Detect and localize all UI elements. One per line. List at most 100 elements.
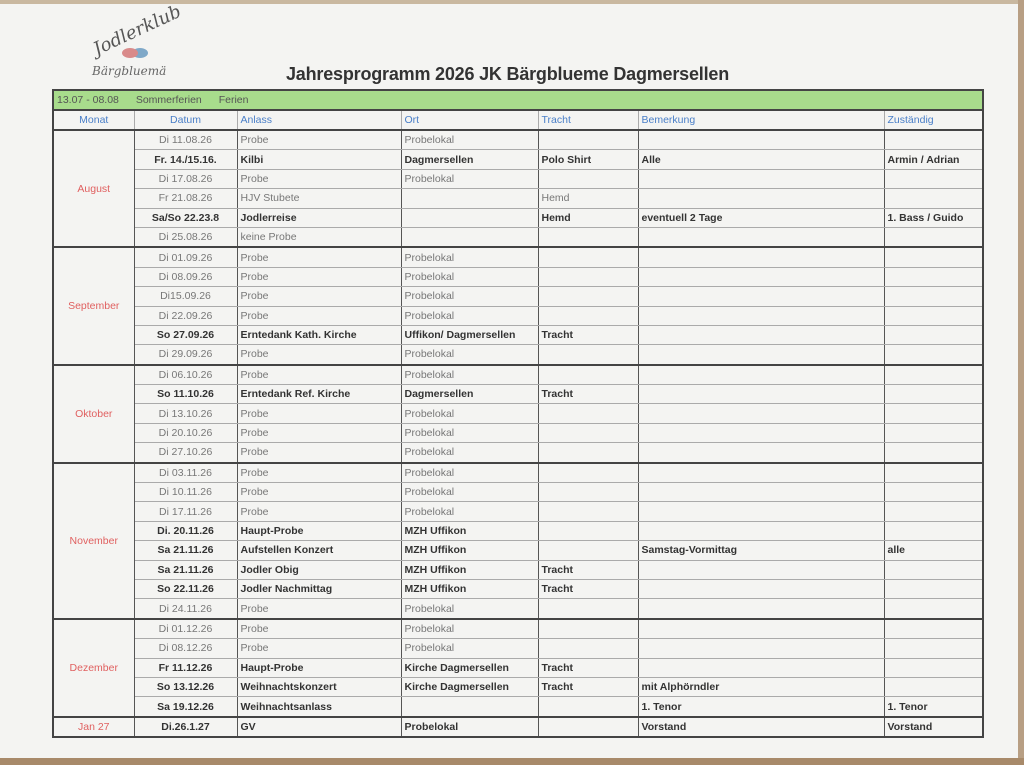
ort-cell: Probelokal [400, 305, 539, 326]
zustaendig-cell [883, 676, 984, 698]
anlass-cell: Haupt-Probe [236, 657, 402, 678]
table-row: Sa 21.11.26 Aufstellen Konzert MZH Uffikon… [53, 540, 984, 561]
zustaendig-cell: 1. Bass / Guido [883, 207, 984, 228]
table-row: Di 29.09.26 Probe Probelokal [53, 344, 984, 366]
tracht-cell [537, 344, 639, 366]
header-bemerkung: Bemerkung [637, 109, 885, 131]
holiday-name: Sommerferien [135, 94, 202, 106]
tracht-cell [537, 442, 639, 464]
tracht-cell: Hemd [537, 188, 639, 209]
tracht-cell: Tracht [537, 657, 639, 678]
ort-cell: MZH Uffikon [400, 520, 539, 542]
bemerkung-cell [637, 363, 885, 386]
datum-cell: Di15.09.26 [133, 286, 238, 307]
datum-cell: Di 17.11.26 [133, 501, 238, 522]
tracht-cell: Tracht [537, 384, 639, 405]
tracht-cell [537, 696, 639, 718]
bemerkung-cell [637, 266, 885, 288]
ort-cell: Probelokal [400, 129, 539, 151]
tracht-cell [537, 305, 639, 326]
holiday-cell: 13.07 - 08.08 Sommerferien Ferien [51, 89, 985, 111]
table-row: So 11.10.26 Erntedank Ref. Kirche Dagmerse… [53, 384, 984, 405]
tracht-cell [537, 520, 639, 542]
zustaendig-cell [883, 578, 984, 600]
ort-cell: Uffikon/ Dagmersellen [400, 324, 539, 346]
tracht-cell [537, 403, 639, 424]
zustaendig-cell [883, 129, 984, 151]
ort-cell: Probelokal [400, 168, 539, 190]
bemerkung-cell [637, 482, 885, 503]
datum-cell: Di 11.08.26 [133, 129, 238, 151]
month-cell: November [52, 461, 135, 620]
anlass-cell: Probe [236, 501, 402, 522]
datum-cell: So 11.10.26 [133, 384, 238, 405]
ort-cell: Probelokal [400, 286, 539, 307]
datum-cell: Fr 11.12.26 [133, 657, 238, 678]
header-zustaendig: Zuständig [883, 109, 984, 131]
zustaendig-cell: Armin / Adrian [883, 149, 984, 170]
bemerkung-cell [637, 442, 885, 464]
bemerkung-cell [637, 638, 885, 659]
page-title: Jahresprogramm 2026 JK Bärgblueme Dagmer… [286, 64, 729, 84]
header-monat: Monat [52, 109, 135, 131]
datum-cell: Di 10.11.26 [133, 482, 238, 503]
logo-text-bottom: Bärgbluemä [92, 64, 167, 78]
zustaendig-cell [883, 657, 984, 678]
anlass-cell: Probe [236, 442, 402, 464]
tracht-cell: Tracht [537, 324, 639, 346]
ort-cell [400, 207, 539, 228]
table-row: November Di 03.11.26 Probe Probelokal [52, 461, 984, 620]
table-row: Sa 19.12.26 Weihnachtsanlass 1. Tenor 1. Te… [53, 696, 984, 718]
table-row: So 27.09.26 Erntedank Kath. Kirche Uffikon… [53, 324, 984, 346]
anlass-cell: Kilbi [236, 149, 402, 170]
tracht-cell [537, 461, 639, 484]
datum-cell: Di.26.1.27 [133, 715, 238, 738]
zustaendig-cell [883, 559, 984, 580]
ort-cell: Probelokal [400, 442, 539, 464]
zustaendig-cell [883, 324, 984, 346]
ort-cell: Probelokal [400, 501, 539, 522]
datum-cell: So 27.09.26 [133, 324, 238, 346]
zustaendig-cell [883, 363, 984, 386]
anlass-cell: Probe [236, 403, 402, 424]
header-datum: Datum [133, 109, 238, 131]
bemerkung-cell: mit Alphörndler [637, 676, 885, 698]
datum-cell: Di 06.10.26 [133, 363, 238, 386]
datum-cell: Di 08.09.26 [133, 266, 238, 288]
ort-cell: Probelokal [400, 403, 539, 424]
zustaendig-cell [883, 266, 984, 288]
tracht-cell [537, 266, 639, 288]
table-row: Oktober Di 06.10.26 Probe Probelokal [52, 363, 984, 464]
datum-cell: Sa/So 22.23.8 [133, 207, 238, 228]
anlass-cell: Probe [236, 461, 402, 484]
datum-cell: Sa 21.11.26 [133, 559, 238, 580]
datum-cell: Di 13.10.26 [133, 403, 238, 424]
datum-cell: Di 03.11.26 [133, 461, 238, 484]
anlass-cell: GV [236, 715, 402, 738]
anlass-cell: Weihnachtskonzert [236, 676, 402, 698]
tracht-cell: Tracht [537, 559, 639, 580]
zustaendig-cell [883, 168, 984, 190]
datum-cell: Di 01.09.26 [133, 246, 238, 268]
datum-cell: So 13.12.26 [133, 676, 238, 698]
datum-cell: Sa 21.11.26 [133, 540, 238, 561]
tracht-cell [537, 638, 639, 659]
table-row: Fr 11.12.26 Haupt-Probe Kirche Dagmerselle… [53, 657, 984, 678]
tracht-cell [537, 598, 639, 620]
photo-edge-right [1018, 0, 1024, 765]
photo-edge-top [0, 0, 1024, 4]
zustaendig-cell [883, 226, 984, 248]
month-cell: Jan 27 [52, 715, 135, 738]
program-table: 13.07 - 08.08 Sommerferien Ferien Monat … [51, 89, 985, 739]
photo-edge-bottom [0, 758, 1024, 765]
zustaendig-cell [883, 442, 984, 464]
month-cell: Oktober [52, 363, 135, 464]
bemerkung-cell [637, 129, 885, 151]
ort-cell: MZH Uffikon [400, 559, 539, 580]
zustaendig-cell [883, 461, 984, 484]
month-cell: August [52, 128, 135, 248]
anlass-cell: Probe [236, 482, 402, 503]
tracht-cell [537, 363, 639, 386]
anlass-cell: Jodler Nachmittag [236, 578, 402, 600]
zustaendig-cell [883, 638, 984, 659]
